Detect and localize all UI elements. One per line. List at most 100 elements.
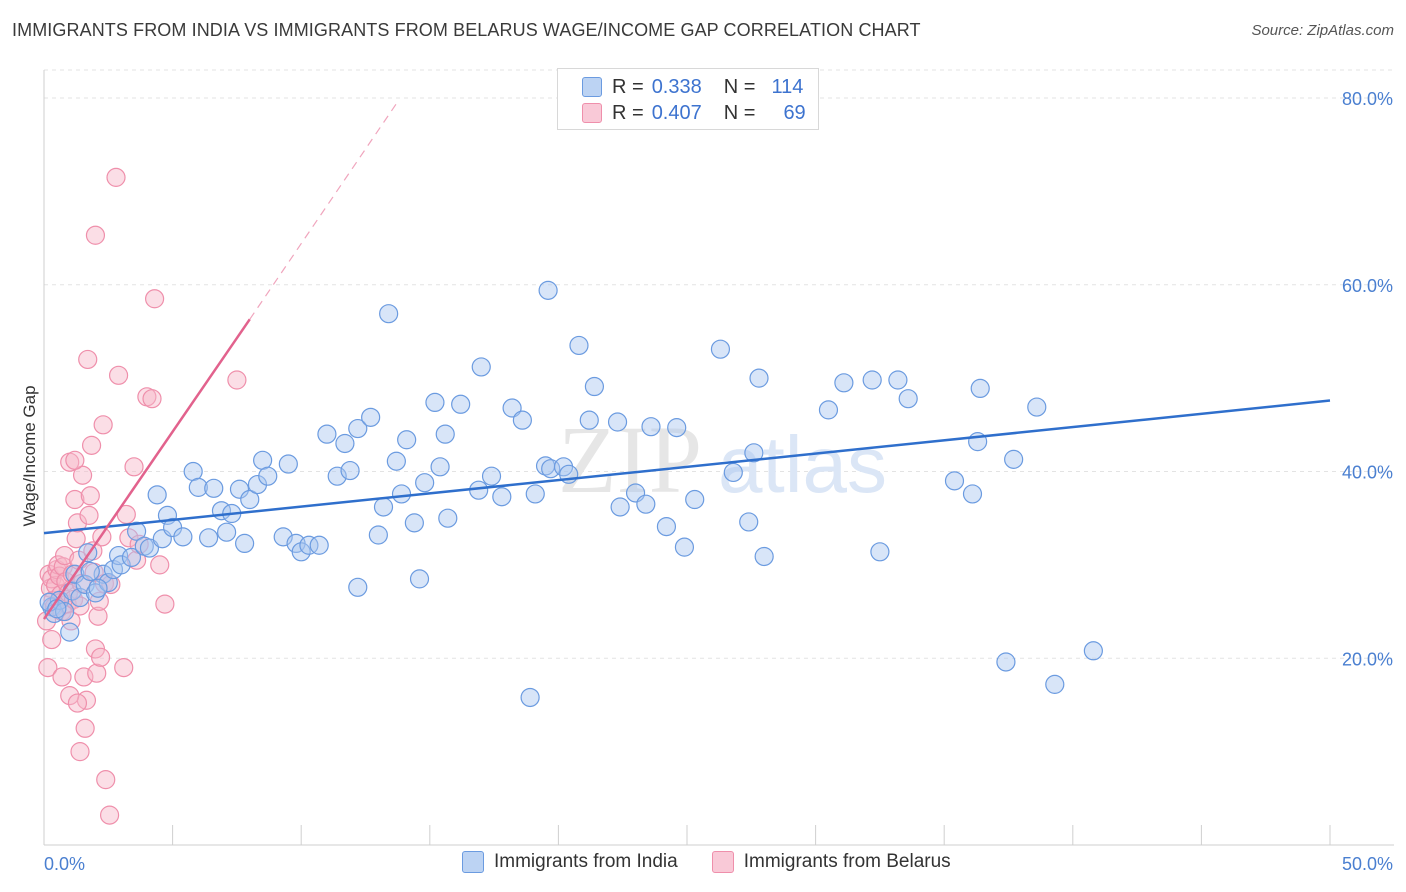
y-axis-label: Wage/Income Gap (20, 385, 39, 526)
india-point (235, 533, 255, 554)
india-point (299, 535, 319, 555)
india-point (818, 400, 839, 420)
india-point (397, 430, 417, 450)
india-point (199, 528, 219, 548)
belarus-point (42, 629, 62, 650)
belarus-point (75, 718, 95, 738)
india-point (253, 450, 273, 470)
belarus-point (52, 667, 72, 687)
india-point (569, 335, 589, 356)
legend-india-r: 0.338 (651, 75, 702, 98)
india-legend-swatch (462, 851, 484, 873)
india-point (278, 454, 298, 474)
y-tick-label: 60.0% (1342, 276, 1393, 296)
india-point (361, 407, 381, 427)
legend-belarus-r: 0.407 (651, 101, 702, 124)
india-point (1045, 674, 1065, 694)
belarus-swatch (582, 103, 602, 123)
india-point (121, 547, 142, 568)
legend-row-belarus: R = 0.407 N = 69 (582, 100, 806, 126)
india-point (944, 471, 965, 491)
belarus-points (36, 167, 247, 825)
india-point (656, 516, 677, 537)
india-point (126, 521, 147, 541)
india-point (870, 542, 890, 562)
india-point (636, 494, 656, 514)
india-swatch (582, 77, 602, 97)
belarus-point (96, 770, 116, 790)
belarus-point (70, 742, 90, 762)
india-point (438, 508, 458, 528)
belarus-point (60, 686, 80, 706)
belarus-point (142, 389, 162, 409)
india-point (183, 461, 203, 482)
india-point (240, 489, 260, 510)
belarus-point (79, 505, 99, 525)
legend-india-n: 114 (771, 75, 804, 98)
india-point (451, 394, 471, 414)
india-points (39, 280, 1103, 708)
belarus-trend-extension (249, 99, 400, 320)
belarus-point (85, 225, 106, 245)
india-point (1004, 449, 1024, 469)
series-legend: Immigrants from India Immigrants from Be… (462, 851, 985, 873)
belarus-point (78, 349, 98, 370)
india-point (834, 373, 854, 393)
belarus-point (81, 435, 102, 455)
india-point (710, 339, 731, 359)
india-trend-line (43, 399, 1331, 535)
belarus-point (65, 489, 85, 510)
india-point (430, 457, 450, 477)
india-point (373, 497, 394, 517)
watermark-zip: ZIP (558, 406, 702, 513)
x-tick-label-max: 50.0% (1342, 854, 1393, 874)
india-point (379, 304, 399, 324)
watermark-atlas: atlas (718, 420, 887, 509)
belarus-point (114, 657, 134, 678)
india-point (492, 487, 512, 507)
india-point (425, 392, 445, 413)
india-point (962, 484, 983, 504)
belarus-point (93, 415, 113, 435)
india-point (685, 489, 705, 510)
legend-item-belarus: Immigrants from Belarus (711, 851, 951, 873)
legend-r-label: R = (612, 75, 644, 98)
belarus-point (87, 663, 107, 683)
india-point (88, 578, 108, 598)
india-point (188, 477, 208, 497)
india-point (667, 418, 687, 438)
india-point (317, 424, 337, 444)
india-point (229, 479, 250, 499)
belarus-trend-line (42, 318, 251, 620)
india-point (723, 462, 743, 483)
india-point (409, 569, 430, 589)
legend-belarus-label: Immigrants from Belarus (743, 851, 951, 872)
india-point (348, 418, 368, 439)
india-point (111, 555, 131, 575)
chart-title: IMMIGRANTS FROM INDIA VS IMMIGRANTS FROM… (12, 20, 921, 40)
india-point (139, 538, 160, 558)
india-point (60, 622, 80, 642)
india-point (525, 484, 545, 504)
belarus-point (124, 457, 144, 477)
x-tick-label-min: 0.0% (44, 854, 85, 874)
india-point (744, 443, 764, 463)
legend-row-india: R = 0.338 N = 114 (582, 74, 803, 100)
india-point (54, 601, 75, 622)
belarus-point (227, 370, 247, 390)
legend-item-india: Immigrants from India (462, 851, 678, 873)
legend-india-label: Immigrants from India (494, 851, 678, 872)
india-point (309, 535, 329, 555)
india-point (970, 378, 990, 399)
belarus-point (72, 465, 93, 485)
belarus-point (150, 555, 170, 575)
chart-source: Source: ZipAtlas.com (1251, 22, 1394, 39)
india-point (415, 473, 435, 493)
india-point (996, 652, 1016, 672)
belarus-point (90, 647, 111, 667)
grid-lines (44, 69, 1394, 659)
india-point (481, 466, 502, 486)
india-point (1027, 397, 1047, 417)
india-point (340, 460, 360, 481)
